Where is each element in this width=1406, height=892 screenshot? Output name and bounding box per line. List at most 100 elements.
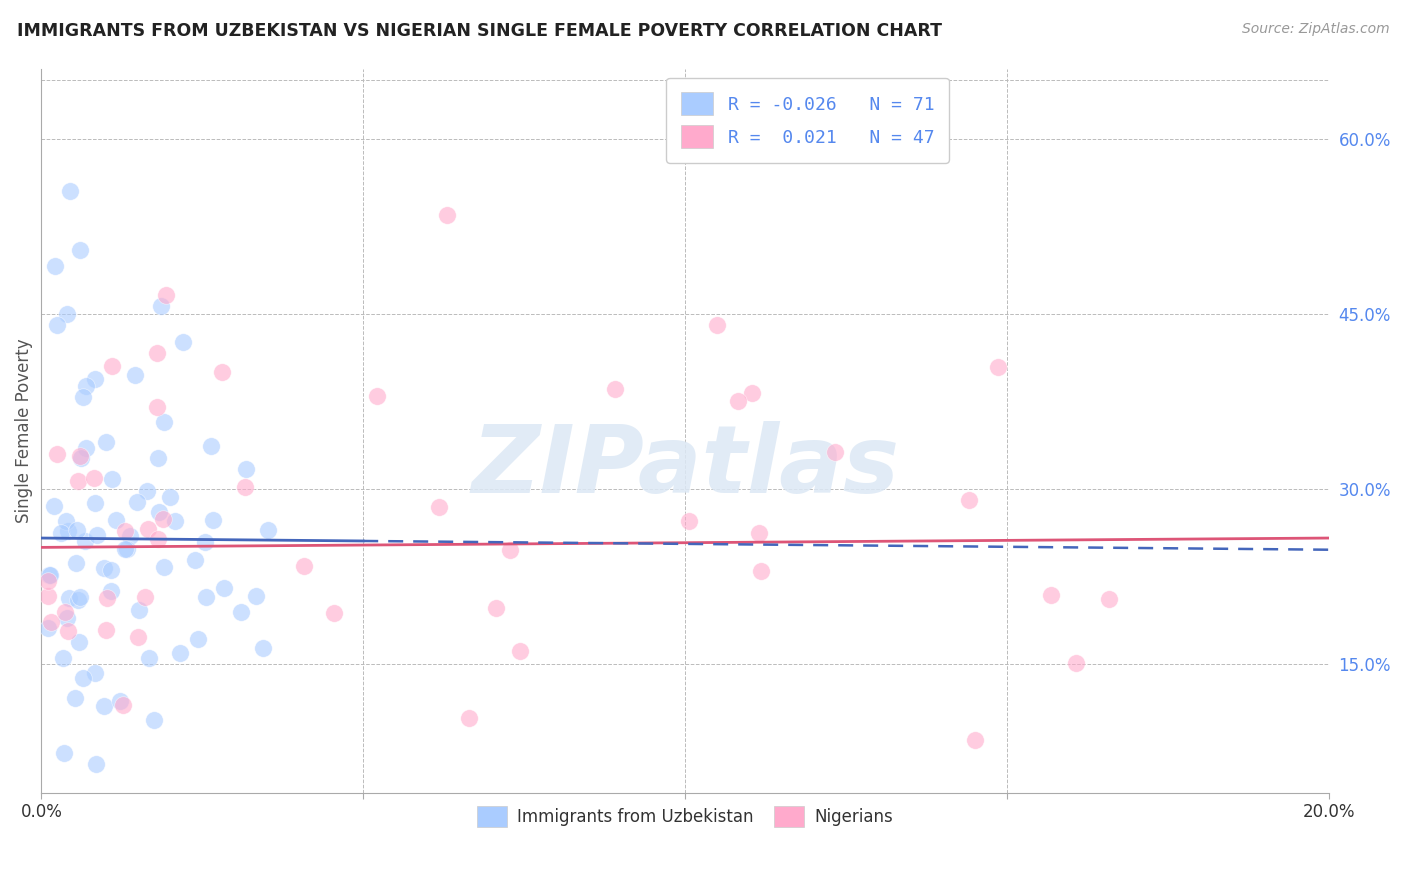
Point: [143, 714, 166, 728]
Point: [138, 650, 160, 665]
Point: [153, 415, 176, 429]
Point: [233, 480, 256, 494]
Point: [458, 711, 481, 725]
Point: [66, 593, 89, 607]
Point: [153, 560, 176, 574]
Point: [39, 615, 62, 629]
Point: [125, 495, 148, 509]
Point: [128, 603, 150, 617]
Point: [436, 207, 458, 221]
Point: [58, 591, 80, 606]
Point: [96, 591, 118, 605]
Point: [748, 525, 770, 540]
Point: [100, 563, 122, 577]
Point: [136, 522, 159, 536]
Point: [366, 389, 388, 403]
Point: [509, 644, 531, 658]
Point: [200, 439, 222, 453]
Point: [231, 605, 253, 619]
Point: [108, 694, 131, 708]
Point: [149, 299, 172, 313]
Point: [148, 532, 170, 546]
Point: [957, 493, 980, 508]
Point: [53, 746, 76, 760]
Point: [101, 359, 124, 373]
Point: [127, 630, 149, 644]
Point: [155, 288, 177, 302]
Point: [58, 524, 80, 538]
Point: [963, 733, 986, 747]
Point: [37, 574, 59, 589]
Point: [56, 624, 79, 639]
Y-axis label: Single Female Poverty: Single Female Poverty: [15, 338, 32, 523]
Point: [706, 318, 728, 333]
Point: [96, 435, 118, 450]
Point: [214, 581, 236, 595]
Point: [46, 447, 69, 461]
Point: [115, 541, 138, 556]
Point: [235, 462, 257, 476]
Point: [69, 243, 91, 257]
Text: ZIPatlas: ZIPatlas: [471, 421, 898, 513]
Point: [195, 590, 218, 604]
Point: [194, 535, 217, 549]
Point: [1064, 656, 1087, 670]
Point: [56, 307, 79, 321]
Text: IMMIGRANTS FROM UZBEKISTAN VS NIGERIAN SINGLE FEMALE POVERTY CORRELATION CHART: IMMIGRANTS FROM UZBEKISTAN VS NIGERIAN S…: [17, 22, 942, 40]
Point: [211, 365, 233, 379]
Point: [146, 451, 169, 466]
Point: [159, 490, 181, 504]
Point: [148, 505, 170, 519]
Point: [824, 445, 846, 459]
Point: [44, 500, 66, 514]
Point: [741, 386, 763, 401]
Point: [72, 390, 94, 404]
Point: [72, 672, 94, 686]
Point: [84, 372, 107, 386]
Point: [37, 589, 59, 603]
Point: [93, 699, 115, 714]
Point: [322, 606, 344, 620]
Point: [484, 600, 506, 615]
Point: [70, 451, 93, 466]
Point: [146, 401, 169, 415]
Point: [44, 259, 66, 273]
Point: [73, 534, 96, 549]
Point: [63, 691, 86, 706]
Point: [84, 496, 107, 510]
Point: [69, 450, 91, 464]
Point: [38, 567, 60, 582]
Point: [100, 584, 122, 599]
Point: [749, 565, 772, 579]
Point: [727, 393, 749, 408]
Point: [53, 605, 76, 619]
Point: [134, 591, 156, 605]
Point: [86, 528, 108, 542]
Point: [603, 382, 626, 396]
Point: [83, 665, 105, 680]
Point: [75, 441, 97, 455]
Point: [1098, 592, 1121, 607]
Point: [37, 621, 59, 635]
Point: [169, 646, 191, 660]
Point: [112, 698, 135, 712]
Point: [184, 553, 207, 567]
Point: [69, 591, 91, 605]
Point: [252, 640, 274, 655]
Point: [172, 334, 194, 349]
Point: [163, 514, 186, 528]
Point: [124, 368, 146, 382]
Point: [187, 632, 209, 647]
Point: [65, 556, 87, 570]
Point: [986, 360, 1008, 375]
Point: [292, 558, 315, 573]
Point: [66, 523, 89, 537]
Point: [84, 756, 107, 771]
Point: [67, 474, 90, 488]
Point: [114, 524, 136, 538]
Point: [114, 542, 136, 557]
Point: [51, 526, 73, 541]
Point: [146, 346, 169, 360]
Point: [93, 561, 115, 575]
Point: [94, 623, 117, 637]
